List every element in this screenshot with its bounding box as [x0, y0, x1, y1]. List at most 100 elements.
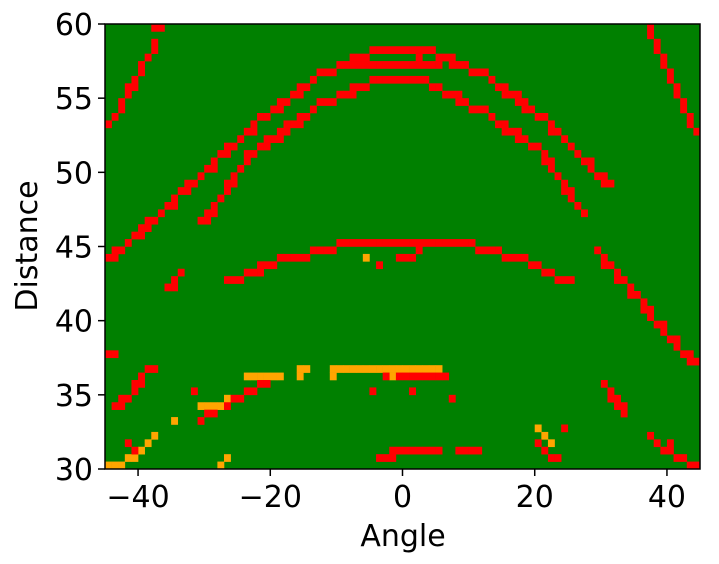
red-cell	[541, 157, 549, 166]
red-cell	[534, 113, 542, 121]
red-cell	[296, 120, 304, 129]
red-cell	[263, 380, 271, 388]
red-cell	[210, 164, 218, 173]
red-cell	[382, 372, 390, 381]
red-cell	[336, 239, 344, 247]
red-cell	[528, 261, 536, 270]
orange-cell	[428, 365, 436, 373]
red-cell	[693, 357, 701, 366]
red-cell	[666, 68, 674, 77]
red-cell	[415, 46, 423, 54]
red-cell	[614, 402, 621, 410]
red-cell	[600, 179, 608, 188]
orange-cell	[389, 372, 397, 381]
red-cell	[448, 90, 456, 99]
red-cell	[224, 187, 231, 195]
red-cell	[640, 305, 648, 314]
red-cell	[131, 75, 139, 84]
red-cell	[521, 98, 529, 106]
red-cell	[640, 298, 648, 307]
red-cell	[581, 209, 588, 218]
red-cell	[131, 380, 139, 388]
red-cell	[131, 83, 139, 92]
red-cell	[349, 90, 357, 99]
red-cell	[224, 142, 231, 151]
orange-cell	[243, 372, 251, 381]
red-cell	[514, 90, 522, 99]
red-cell	[184, 187, 192, 195]
red-cell	[561, 187, 569, 195]
red-cell	[481, 68, 489, 77]
red-cell	[124, 239, 132, 247]
red-cell	[600, 380, 608, 388]
red-cell	[111, 253, 119, 262]
orange-cell	[534, 424, 542, 433]
red-cell	[673, 335, 681, 344]
red-cell	[237, 276, 245, 284]
red-cell	[210, 209, 218, 218]
red-cell	[528, 142, 536, 151]
red-cell	[402, 75, 410, 84]
red-cell	[462, 239, 469, 247]
red-cell	[389, 454, 397, 462]
red-cell	[138, 224, 145, 232]
orange-cell	[349, 365, 357, 373]
red-cell	[402, 446, 410, 455]
red-cell	[283, 127, 291, 136]
red-cell	[402, 253, 410, 262]
red-cell	[428, 239, 436, 247]
red-cell	[230, 142, 238, 151]
red-cell	[415, 446, 423, 455]
red-cell	[680, 350, 688, 359]
red-cell	[263, 261, 271, 270]
red-cell	[138, 61, 145, 69]
red-cell	[402, 239, 410, 247]
red-cell	[415, 372, 423, 381]
orange-cell	[376, 365, 383, 373]
red-cell	[561, 135, 569, 143]
red-cell	[415, 246, 423, 255]
red-cell	[204, 409, 212, 418]
orange-cell	[336, 365, 344, 373]
red-cell	[455, 61, 463, 69]
red-cell	[647, 24, 655, 32]
red-cell	[376, 75, 383, 84]
orange-cell	[369, 365, 377, 373]
red-cell	[362, 239, 370, 247]
orange-cell	[124, 454, 132, 462]
x-tick-label: 20	[516, 480, 554, 515]
red-cell	[124, 439, 132, 448]
red-cell	[495, 120, 502, 129]
red-cell	[534, 142, 542, 151]
red-cell	[197, 417, 205, 425]
red-cell	[376, 454, 383, 462]
red-cell	[349, 61, 357, 69]
red-cell	[376, 239, 383, 247]
red-cell	[382, 46, 390, 54]
red-cell	[428, 46, 436, 54]
red-cell	[614, 394, 621, 403]
red-cell	[303, 113, 311, 121]
red-cell	[177, 187, 185, 195]
orange-cell	[217, 461, 225, 470]
red-cell	[462, 98, 469, 106]
red-cell	[587, 157, 595, 166]
red-cell	[448, 53, 456, 62]
orange-cell	[151, 431, 159, 440]
red-cell	[157, 209, 165, 218]
red-cell	[442, 239, 450, 247]
red-cell	[111, 402, 119, 410]
red-cell	[594, 172, 602, 181]
red-cell	[475, 68, 483, 77]
orange-cell	[329, 372, 337, 381]
red-cell	[627, 283, 635, 292]
red-cell	[309, 246, 317, 255]
red-cell	[415, 75, 423, 84]
red-cell	[343, 61, 350, 69]
red-cell	[607, 394, 615, 403]
red-cell	[296, 113, 304, 121]
red-cell	[422, 75, 430, 84]
red-cell	[402, 61, 410, 69]
red-cell	[389, 446, 397, 455]
